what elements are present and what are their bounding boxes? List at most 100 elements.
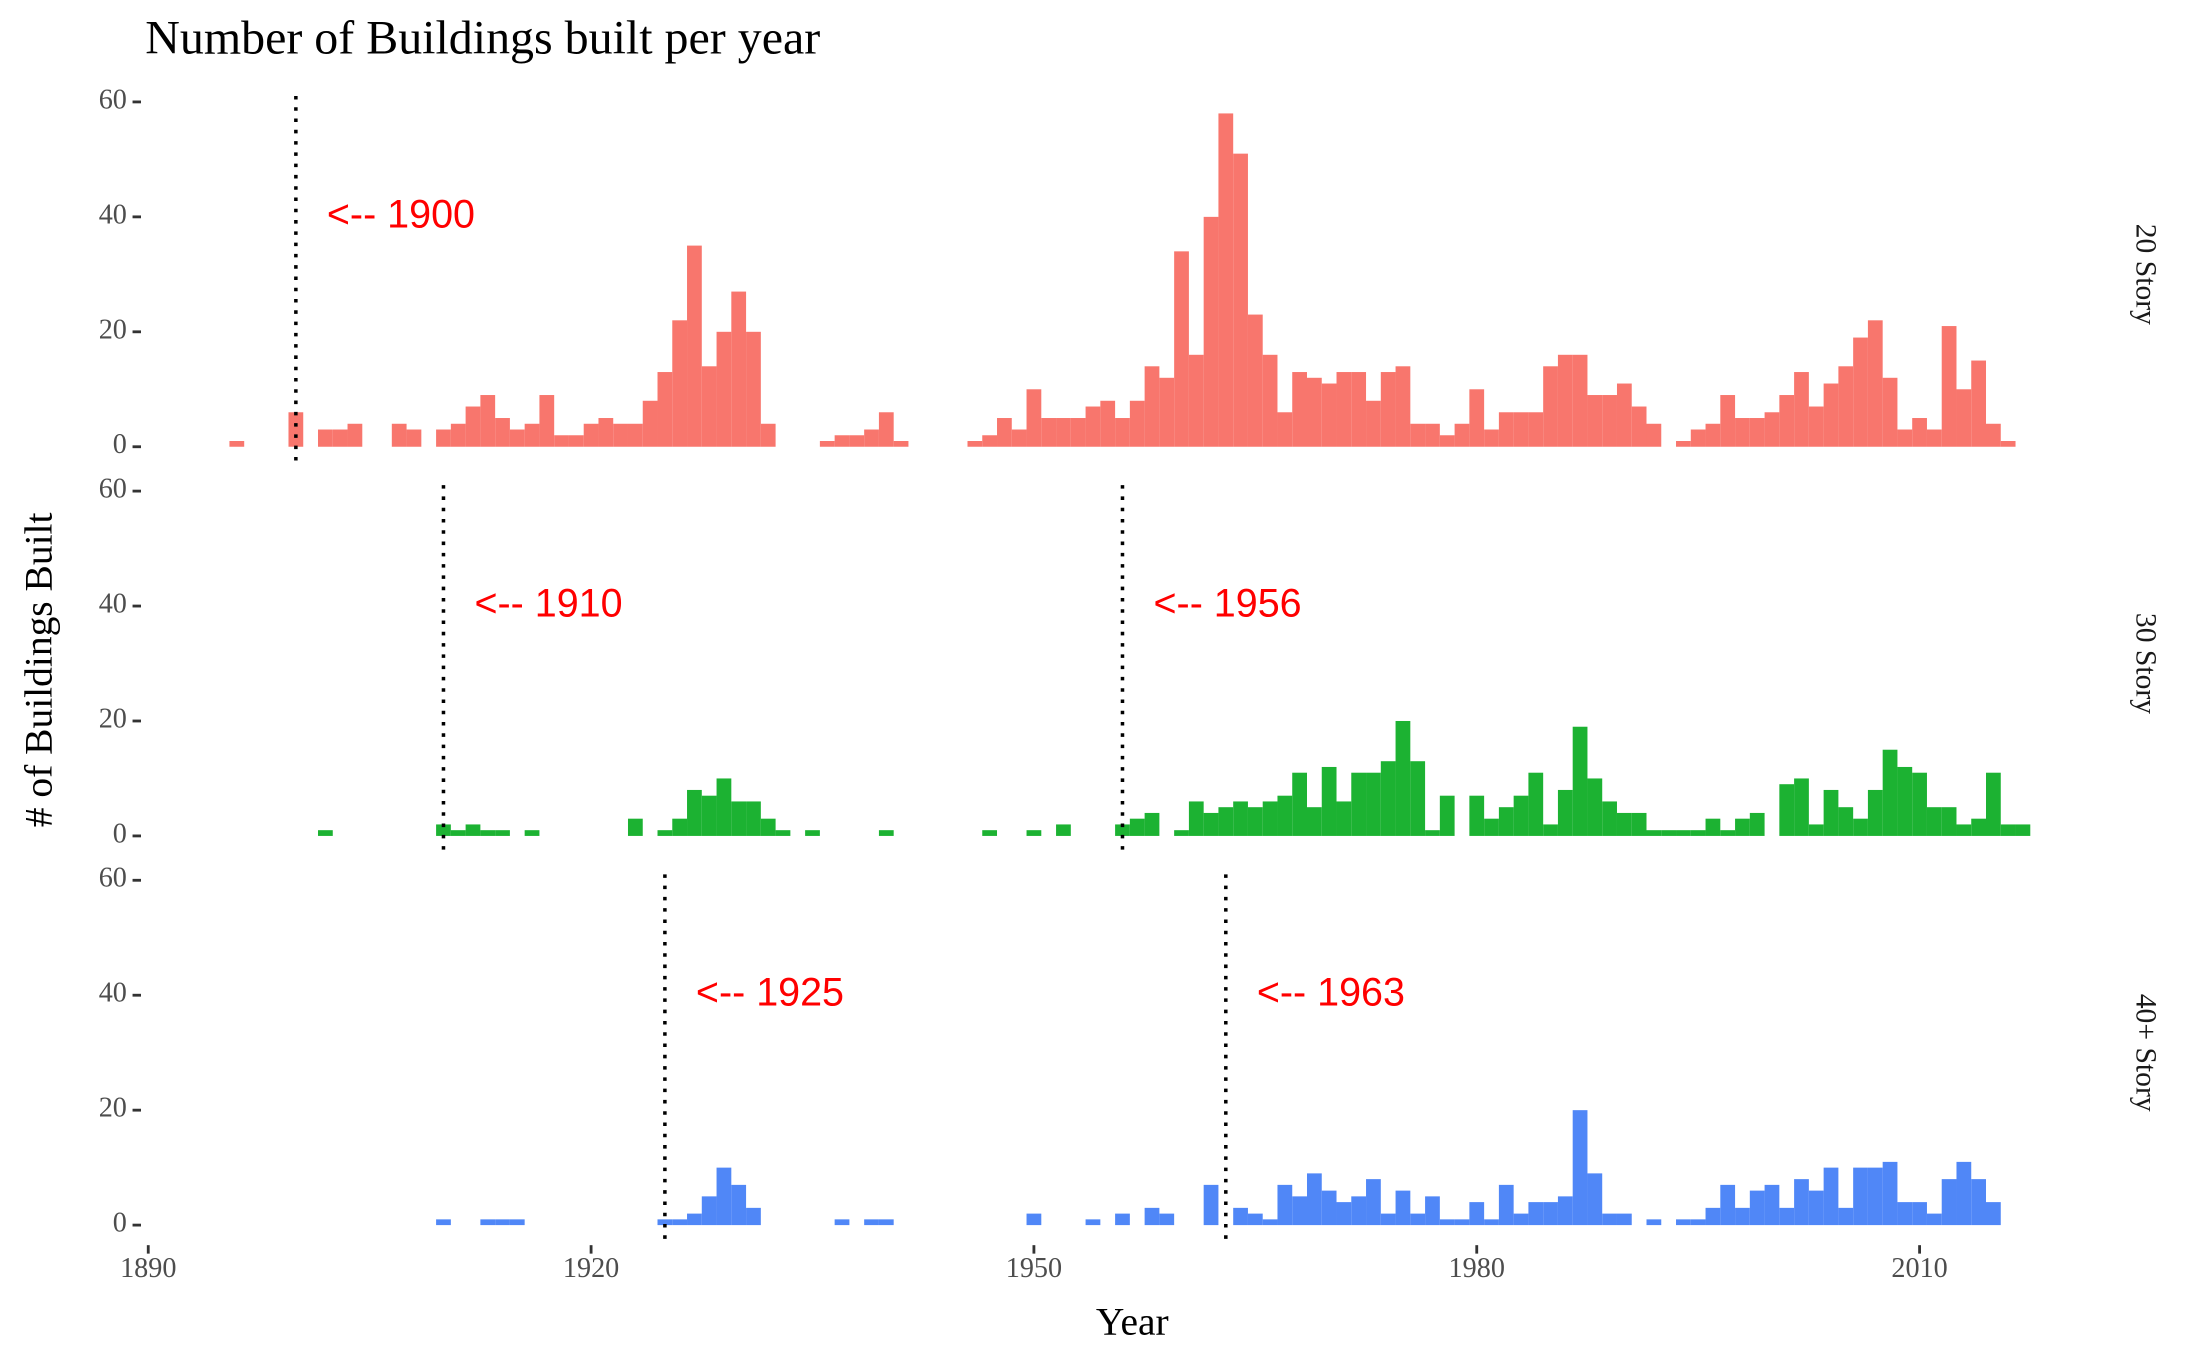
bar xyxy=(687,245,702,447)
bar xyxy=(1247,314,1263,447)
bar xyxy=(1085,406,1101,447)
bar xyxy=(1410,423,1426,447)
bar xyxy=(1395,1190,1411,1226)
bar xyxy=(1735,1207,1750,1226)
bar xyxy=(1690,429,1706,447)
bar xyxy=(1882,1161,1898,1226)
bar xyxy=(406,429,422,447)
bar xyxy=(1646,830,1662,836)
bar xyxy=(1454,423,1470,447)
bar xyxy=(1528,412,1544,447)
bar xyxy=(1572,354,1588,447)
bar xyxy=(480,830,496,836)
bar xyxy=(1557,1196,1573,1226)
bar xyxy=(967,441,983,447)
bar xyxy=(1233,801,1248,836)
bar xyxy=(1838,807,1854,836)
bar xyxy=(1498,1184,1514,1226)
bar xyxy=(1794,1179,1809,1226)
bar xyxy=(1557,789,1573,836)
bar xyxy=(1115,1213,1130,1226)
bar xyxy=(2015,824,2031,836)
bar xyxy=(716,1167,732,1226)
y-tick-label: 40 xyxy=(99,978,127,1009)
bar xyxy=(657,1219,673,1226)
bar xyxy=(509,1219,525,1226)
bar xyxy=(1100,400,1116,447)
bar xyxy=(480,1219,496,1226)
bar xyxy=(1262,1219,1278,1226)
bar xyxy=(1306,377,1322,447)
bar xyxy=(1321,1190,1337,1226)
bar xyxy=(1616,1213,1632,1226)
bar xyxy=(1528,772,1544,836)
bar xyxy=(1056,824,1071,836)
bar xyxy=(1277,795,1293,836)
bar xyxy=(1986,772,2001,836)
y-tick-label: 0 xyxy=(113,429,127,460)
annotation: <-- 1900 xyxy=(327,192,475,236)
y-tick-label: 0 xyxy=(113,818,127,849)
bar xyxy=(1425,830,1440,836)
bar xyxy=(672,818,688,836)
bar xyxy=(701,366,717,447)
bar xyxy=(878,1219,894,1226)
bar xyxy=(864,429,879,447)
bar xyxy=(1277,412,1293,447)
bar xyxy=(1041,418,1057,447)
bar xyxy=(1292,772,1307,836)
bar xyxy=(1070,418,1086,447)
bar xyxy=(1867,1167,1883,1226)
bar xyxy=(657,830,673,836)
bar xyxy=(2000,441,2016,447)
bar xyxy=(1986,1202,2001,1226)
bar xyxy=(332,429,348,447)
bar xyxy=(1808,824,1824,836)
bar xyxy=(1233,153,1248,447)
bar xyxy=(1956,389,1972,447)
bar xyxy=(1720,830,1736,836)
bar xyxy=(1941,1179,1957,1226)
bar xyxy=(1336,1202,1352,1226)
bar xyxy=(1218,113,1234,447)
bar xyxy=(1971,360,1987,447)
bar xyxy=(731,291,747,447)
bar xyxy=(1543,1202,1558,1226)
bar xyxy=(687,1213,702,1226)
bar xyxy=(1779,395,1795,447)
bar xyxy=(1912,772,1927,836)
facet-label: 20 Story xyxy=(2129,224,2161,325)
annotation: <-- 1910 xyxy=(474,581,622,625)
bar xyxy=(1174,830,1189,836)
bar xyxy=(1572,726,1588,836)
bar xyxy=(1749,418,1765,447)
bar xyxy=(1469,389,1485,447)
bar xyxy=(1218,807,1234,836)
bar xyxy=(1247,1213,1263,1226)
bar xyxy=(1867,789,1883,836)
bar xyxy=(583,423,599,447)
bar xyxy=(1823,1167,1839,1226)
bar xyxy=(1129,400,1145,447)
bar xyxy=(1986,423,2001,447)
bar xyxy=(1026,830,1042,836)
bar xyxy=(1513,1213,1529,1226)
x-tick-label: 1920 xyxy=(563,1253,619,1284)
bar xyxy=(1159,1213,1175,1226)
y-tick-label: 60 xyxy=(99,84,127,115)
bar xyxy=(834,1219,850,1226)
bar xyxy=(731,1184,747,1226)
annotation: <-- 1925 xyxy=(696,971,844,1015)
bar xyxy=(450,830,466,836)
bar xyxy=(1616,812,1632,836)
bar xyxy=(1912,418,1927,447)
bar xyxy=(849,435,865,447)
bar xyxy=(1602,801,1617,836)
bar xyxy=(1646,1219,1662,1226)
bar xyxy=(1351,372,1367,447)
y-tick-label: 40 xyxy=(99,589,127,620)
bar xyxy=(834,435,850,447)
bar xyxy=(1764,1184,1780,1226)
chart-title: Number of Buildings built per year xyxy=(145,11,820,64)
